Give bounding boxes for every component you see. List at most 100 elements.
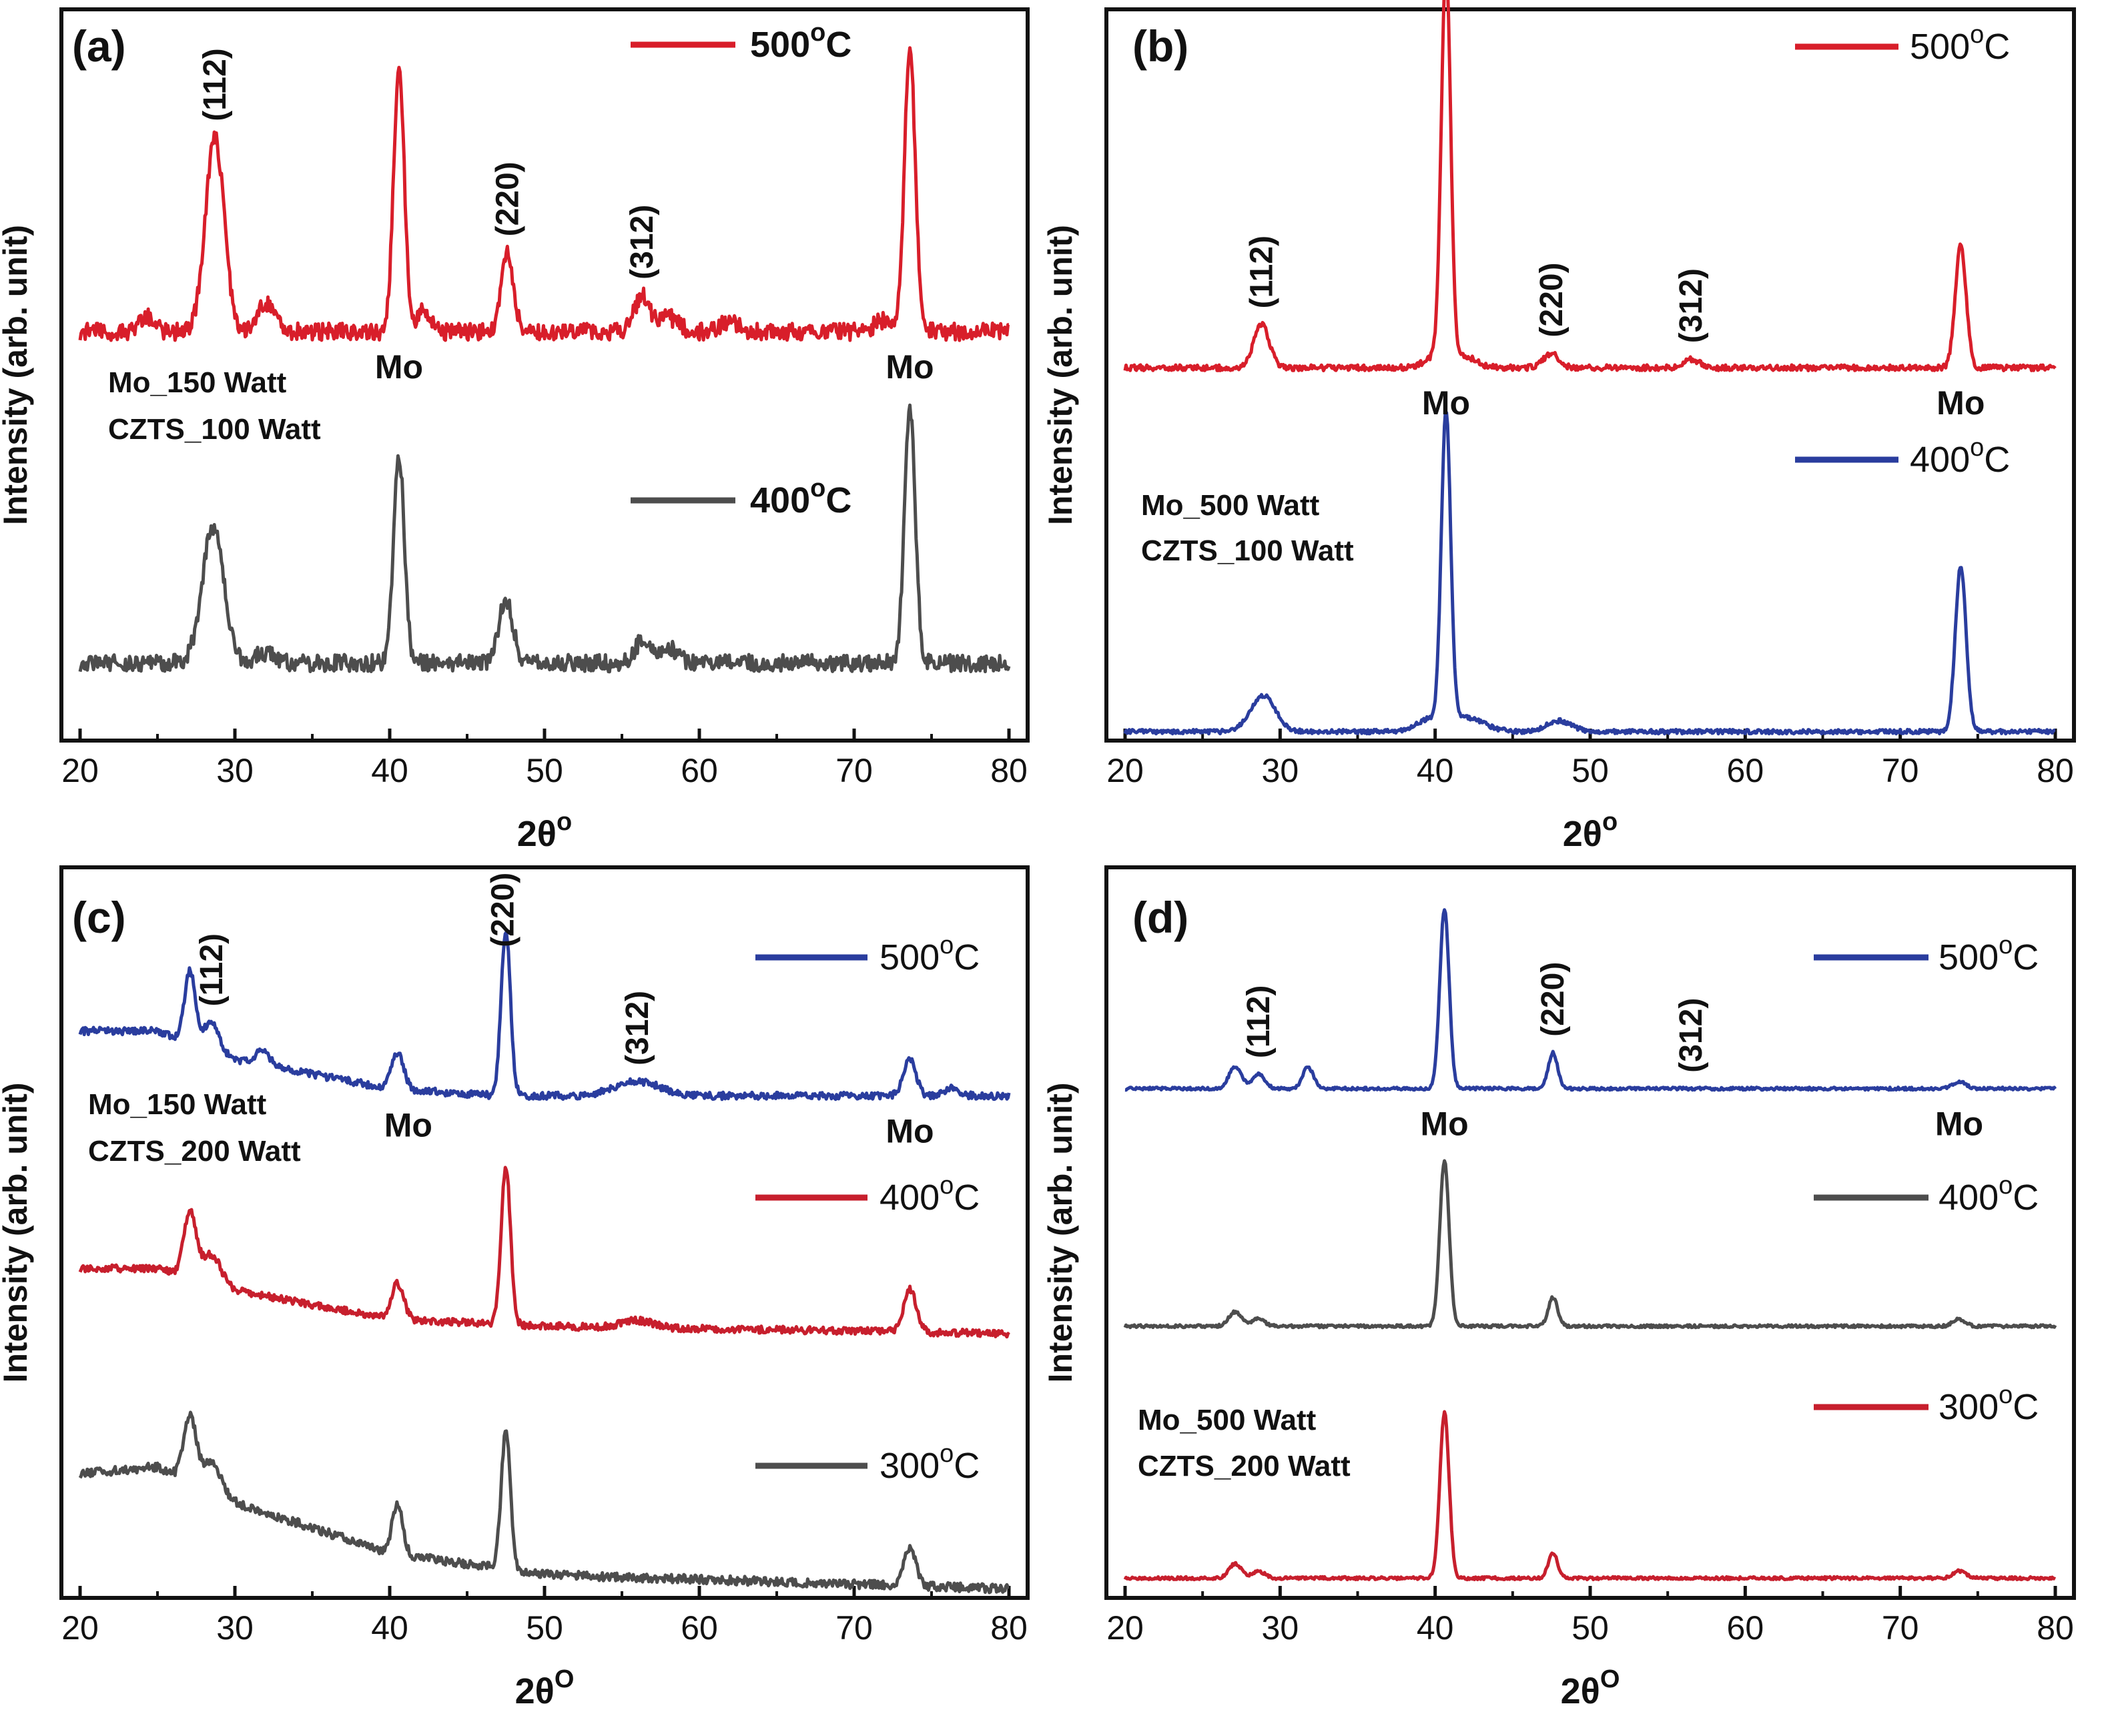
- legend-unit: C: [954, 937, 980, 977]
- x-tick-label: 50: [526, 1609, 563, 1647]
- legend-degree-sign: o: [1999, 1172, 2013, 1200]
- x-axis-label: 2θo: [517, 808, 572, 854]
- peak-annotation: (220): [485, 873, 520, 947]
- mo-peak-label: Mo: [1937, 384, 1985, 422]
- y-axis-label: Intensity (arb. unit): [0, 1083, 34, 1383]
- panel-label: (c): [72, 893, 126, 942]
- peak-annotation: (112): [1244, 236, 1279, 308]
- x-tick-label: 70: [1882, 752, 1919, 789]
- x-axis-label: 2θO: [515, 1665, 575, 1711]
- mo-peak-label: Mo: [375, 348, 423, 386]
- plot-frame: [1104, 865, 2076, 1600]
- peak-annotation: (312): [1674, 998, 1709, 1073]
- legend-degree-sign: o: [1970, 434, 1984, 462]
- x-tick-label: 80: [2037, 752, 2074, 789]
- panel-label: (a): [72, 21, 126, 71]
- legend-unit: C: [825, 25, 851, 65]
- peak-annotation: (112): [194, 933, 230, 1006]
- series-line-500C: [1124, 908, 2057, 1092]
- x-axis-label-degree: O: [555, 1665, 575, 1693]
- x-axis-label-text: 2θ: [517, 814, 557, 854]
- x-tick-label: 70: [835, 752, 873, 789]
- x-axis-label-degree: o: [1602, 808, 1618, 836]
- x-tick-label: 40: [371, 752, 408, 789]
- legend-temperature: 400: [750, 480, 810, 520]
- legend-temperature: 500: [1910, 27, 1970, 67]
- series-line-400C: [78, 1166, 1010, 1339]
- x-axis-label-text: 2θ: [1561, 1671, 1600, 1711]
- series-line-300C: [78, 1410, 1010, 1595]
- mo-peak-label: Mo: [1421, 1106, 1469, 1143]
- mo-peak-label: Mo: [886, 348, 934, 386]
- legend-unit: C: [954, 1446, 980, 1486]
- x-tick-label: 80: [990, 1609, 1028, 1647]
- plot-frame: [1104, 7, 2076, 743]
- legend-degree-sign: o: [940, 1172, 954, 1200]
- x-tick-label: 60: [681, 1609, 718, 1647]
- x-tick-label: 50: [1571, 1609, 1609, 1647]
- x-tick-label: 30: [1262, 1609, 1299, 1647]
- legend-temperature: 500: [1939, 937, 1999, 977]
- sample-condition: CZTS_100 Watt: [108, 413, 321, 446]
- x-tick-label: 60: [1727, 752, 1764, 789]
- x-axis-label-text: 2θ: [1563, 814, 1602, 854]
- peak-annotation: (220): [1534, 263, 1569, 338]
- series-line-400C: [78, 403, 1011, 674]
- sample-condition: Mo_500 Watt: [1141, 489, 1320, 522]
- legend-degree-sign: o: [810, 474, 825, 502]
- legend-entry: 500oC: [750, 19, 851, 65]
- chart-panel-c: 20 30 40 50 60 70 80 2θO Intensity (arb. unit) (c…: [0, 865, 1030, 1711]
- legend-degree-sign: o: [1999, 1381, 2013, 1409]
- y-axis-label: Intensity (arb. unit): [1042, 1083, 1079, 1383]
- x-axis-label-degree: o: [557, 808, 572, 836]
- y-axis-label: Intensity (arb. unit): [0, 225, 34, 525]
- legend-entry: 400oC: [880, 1172, 980, 1218]
- legend-entry: 300oC: [880, 1440, 980, 1486]
- chart-panel-d: 20 30 40 50 60 70 80 2θO Intensity (arb. unit) (d…: [1042, 865, 2076, 1711]
- sample-condition: Mo_500 Watt: [1138, 1404, 1317, 1436]
- mo-peak-label: Mo: [1422, 384, 1470, 422]
- series-line-300C: [1123, 1410, 2057, 1582]
- sample-condition: CZTS_200 Watt: [1138, 1450, 1351, 1482]
- x-tick-label: 30: [216, 752, 254, 789]
- legend-degree-sign: o: [940, 1440, 954, 1468]
- legend-entry: 400oC: [750, 474, 851, 520]
- panel-label: (b): [1132, 21, 1188, 71]
- legend-degree-sign: o: [1970, 21, 1984, 49]
- legend-temperature: 300: [880, 1446, 940, 1486]
- x-tick-label: 80: [990, 752, 1028, 789]
- mo-peak-label: Mo: [384, 1107, 432, 1144]
- legend-degree-sign: o: [810, 19, 825, 47]
- series-line-500C: [1123, 0, 2057, 372]
- peak-annotation: (312): [620, 991, 655, 1065]
- series-line-500C: [78, 931, 1011, 1102]
- mo-peak-label: Mo: [886, 1112, 934, 1150]
- legend-entry: 400oC: [1910, 434, 2010, 480]
- peak-annotation: (112): [1241, 985, 1277, 1058]
- legend-entry: 300oC: [1939, 1381, 2039, 1427]
- legend-unit: C: [954, 1178, 980, 1218]
- y-axis-label: Intensity (arb. unit): [1042, 225, 1079, 525]
- x-axis-label: 2θO: [1561, 1665, 1620, 1711]
- x-tick-label: 20: [61, 752, 99, 789]
- x-tick-label: 30: [216, 1609, 254, 1647]
- x-tick-label: 20: [1106, 752, 1144, 789]
- legend-unit: C: [825, 480, 851, 520]
- peak-annotation: (220): [490, 161, 525, 236]
- panel-label: (d): [1132, 893, 1188, 942]
- x-tick-label: 50: [1571, 752, 1609, 789]
- peak-annotation: (312): [625, 205, 660, 280]
- legend-degree-sign: o: [1999, 931, 2013, 959]
- series-line-400C: [1123, 1159, 2057, 1330]
- x-tick-label: 80: [2037, 1609, 2074, 1647]
- x-tick-label: 40: [1417, 1609, 1454, 1647]
- legend-temperature: 500: [750, 25, 810, 65]
- legend-unit: C: [2013, 1178, 2039, 1218]
- legend-degree-sign: o: [940, 931, 954, 959]
- sample-condition: CZTS_200 Watt: [88, 1135, 301, 1168]
- sample-condition: CZTS_100 Watt: [1141, 534, 1354, 567]
- legend-unit: C: [1984, 27, 2010, 67]
- x-tick-label: 40: [1417, 752, 1454, 789]
